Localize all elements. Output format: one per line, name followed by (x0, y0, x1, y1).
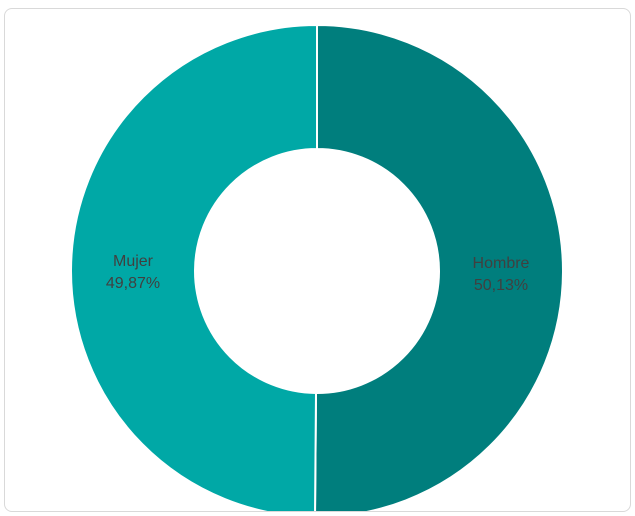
chart-card: Hombre 50,13% Mujer 49,87% (4, 8, 631, 512)
slice-label-hombre: Hombre 50,13% (473, 255, 530, 294)
slice-label-mujer: Mujer 49,87% (106, 253, 160, 292)
slice-hombre (314, 23, 564, 511)
slice-mujer (70, 23, 318, 511)
donut-chart: Hombre 50,13% Mujer 49,87% (70, 23, 564, 511)
